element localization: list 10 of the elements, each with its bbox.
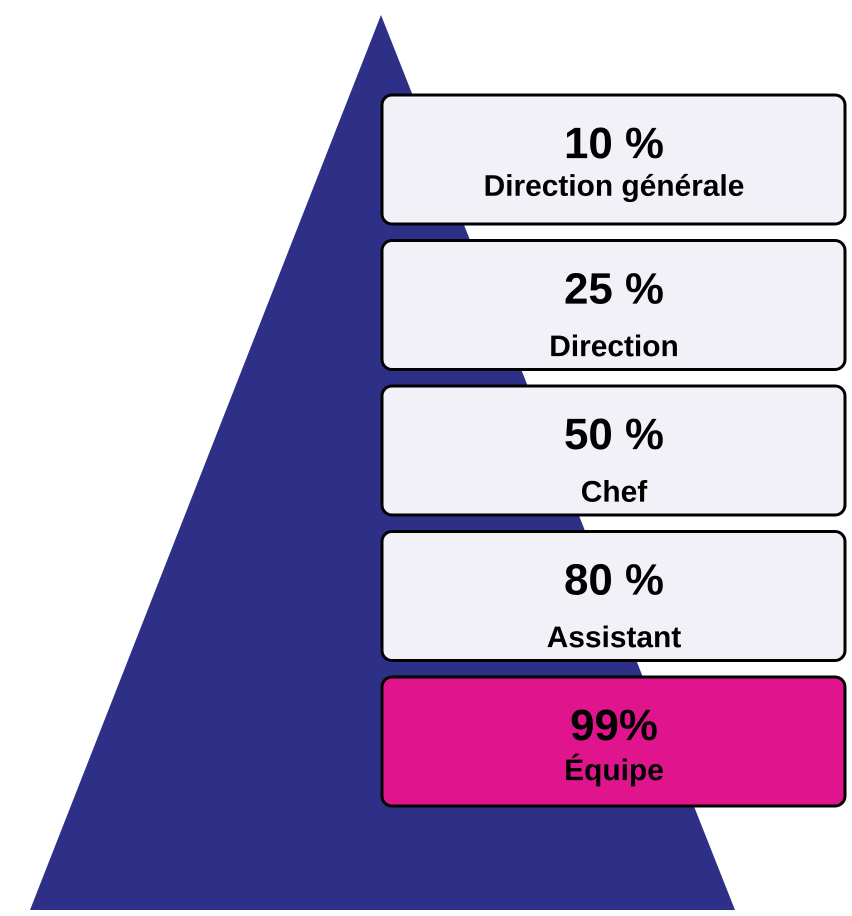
data-label: 25 %: [566, 272, 663, 304]
category-label: Chef: [582, 480, 648, 502]
category-label: Direction: [551, 334, 677, 356]
data-label: 50 %: [565, 418, 663, 450]
category-label: Assistant: [547, 626, 681, 648]
data-label: 80 %: [565, 564, 663, 596]
category-label: Direction générale: [486, 174, 744, 202]
data-label: 10 %: [566, 127, 663, 159]
category-label: Équipe: [566, 754, 663, 786]
data-label: 99%: [572, 709, 657, 741]
